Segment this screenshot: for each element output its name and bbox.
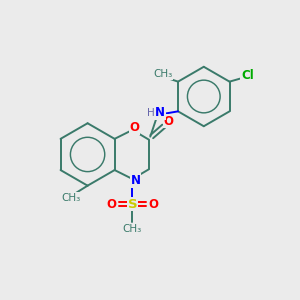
Text: S: S xyxy=(128,198,137,211)
Text: N: N xyxy=(155,106,165,119)
Text: H: H xyxy=(147,108,155,118)
Text: CH₃: CH₃ xyxy=(61,193,81,202)
Text: Cl: Cl xyxy=(241,69,254,82)
Text: N: N xyxy=(130,174,140,187)
Text: O: O xyxy=(149,198,159,211)
Text: O: O xyxy=(130,122,140,134)
Text: O: O xyxy=(164,115,174,128)
Text: CH₃: CH₃ xyxy=(154,69,173,79)
Text: O: O xyxy=(106,198,116,211)
Text: CH₃: CH₃ xyxy=(123,224,142,234)
